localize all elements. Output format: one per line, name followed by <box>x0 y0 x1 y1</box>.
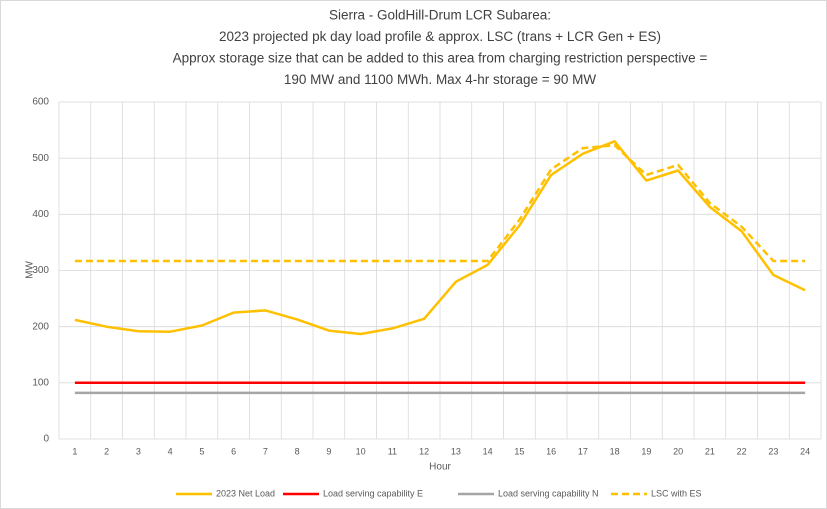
x-tick-label: 1 <box>72 446 77 456</box>
x-tick-label: 17 <box>578 446 588 456</box>
y-tick-label: 0 <box>43 434 49 445</box>
y-tick-label: 100 <box>32 377 49 388</box>
y-tick-label: 600 <box>32 97 49 108</box>
x-tick-label: 21 <box>705 446 715 456</box>
x-axis-label: Hour <box>429 462 451 473</box>
legend-label: LSC with ES <box>651 488 702 498</box>
y-tick-label: 500 <box>32 153 49 164</box>
x-tick-label: 22 <box>737 446 747 456</box>
x-tick-label: 9 <box>326 446 331 456</box>
chart-title: Approx storage size that can be added to… <box>173 51 708 66</box>
x-tick-label: 16 <box>546 446 556 456</box>
x-tick-label: 8 <box>295 446 300 456</box>
x-tick-label: 19 <box>641 446 651 456</box>
x-tick-label: 18 <box>610 446 620 456</box>
x-tick-label: 23 <box>768 446 778 456</box>
legend-label: Load serving capability N <box>498 488 599 498</box>
x-tick-label: 7 <box>263 446 268 456</box>
x-tick-label: 6 <box>231 446 236 456</box>
x-tick-label: 24 <box>800 446 810 456</box>
x-tick-label: 20 <box>673 446 683 456</box>
y-tick-label: 300 <box>32 265 49 276</box>
series-line <box>74 140 806 336</box>
x-tick-label: 4 <box>168 446 173 456</box>
y-tick-label: 400 <box>32 209 49 220</box>
x-tick-label: 13 <box>451 446 461 456</box>
x-tick-label: 5 <box>199 446 204 456</box>
x-tick-label: 2 <box>104 446 109 456</box>
x-tick-label: 3 <box>136 446 141 456</box>
series-line <box>74 143 806 263</box>
x-tick-label: 12 <box>419 446 429 456</box>
legend-label: 2023 Net Load <box>216 488 275 498</box>
y-axis-label: MW <box>25 261 36 279</box>
legend-label: Load serving capability E <box>323 488 423 498</box>
y-tick-label: 200 <box>32 321 49 332</box>
chart-title: Sierra - GoldHill-Drum LCR Subarea: <box>329 8 551 23</box>
chart-title: 2023 projected pk day load profile & app… <box>219 29 661 44</box>
x-tick-label: 11 <box>388 446 397 456</box>
x-tick-label: 14 <box>483 446 493 456</box>
x-tick-label: 10 <box>356 446 366 456</box>
x-tick-label: 15 <box>514 446 524 456</box>
chart-title: 190 MW and 1100 MWh. Max 4-hr storage = … <box>284 72 597 87</box>
